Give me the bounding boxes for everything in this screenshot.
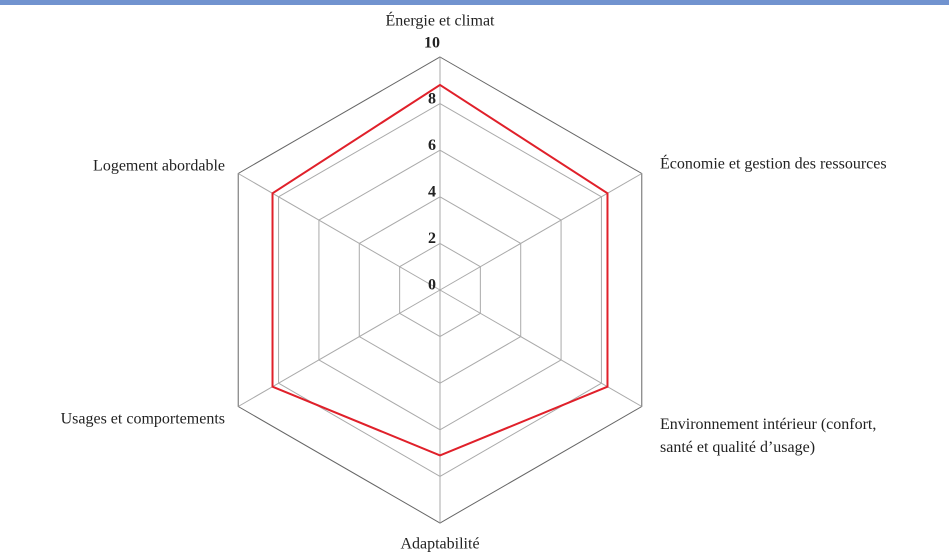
tick-label: 4 bbox=[428, 183, 436, 200]
tick-label: 10 bbox=[424, 35, 440, 52]
tick-label: 0 bbox=[428, 277, 436, 294]
top-band bbox=[0, 0, 949, 5]
series-line bbox=[271, 83, 609, 457]
spoke bbox=[237, 173, 441, 291]
spoke bbox=[439, 173, 643, 291]
tick-label: 6 bbox=[428, 137, 436, 154]
category-label: Logement abordable bbox=[93, 158, 225, 175]
category-label: Adaptabilité bbox=[400, 536, 479, 553]
category-label: Énergie et climat bbox=[386, 11, 496, 30]
tick-label: 2 bbox=[428, 230, 436, 247]
category-label: Usages et comportements bbox=[61, 411, 225, 428]
spoke bbox=[439, 289, 643, 407]
spoke bbox=[237, 289, 441, 407]
category-label: Économie et gestion des ressources bbox=[660, 154, 887, 173]
tick-label: 8 bbox=[428, 90, 436, 107]
category-label: Environnement intérieur (confort, santé e… bbox=[660, 416, 876, 456]
